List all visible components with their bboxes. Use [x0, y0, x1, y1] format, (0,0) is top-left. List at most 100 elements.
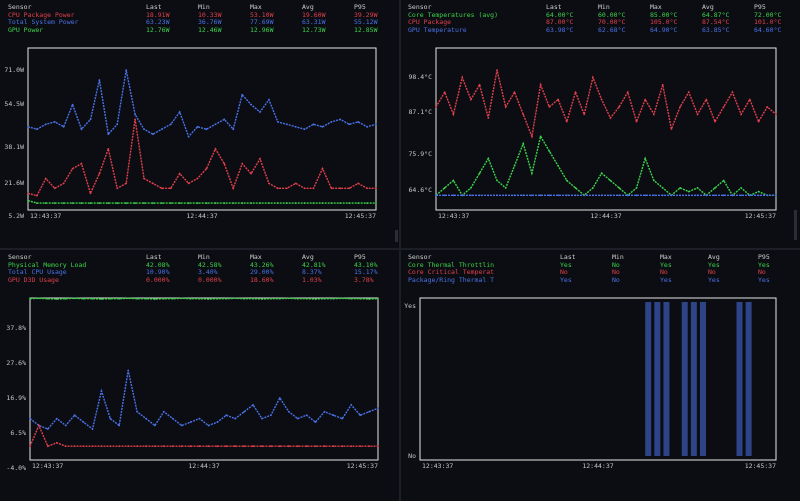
series-point: [100, 390, 103, 392]
sensor-value: No: [560, 268, 568, 277]
y-tick-label: 98.4°C: [409, 73, 433, 81]
x-tick-label: 12:43:37: [32, 462, 63, 470]
series-point: [705, 98, 708, 101]
series-point: [303, 202, 306, 205]
series-point: [574, 91, 577, 94]
series-point: [160, 128, 163, 131]
series-point: [341, 445, 344, 448]
series-point: [178, 111, 181, 113]
series-point: [722, 179, 725, 182]
sensor-row[interactable]: Core Critical Temperat No No No No No: [408, 269, 788, 277]
series-point: [600, 194, 603, 197]
series-point: [635, 187, 638, 189]
sensor-value: 3.40%: [198, 268, 218, 277]
plot-frame: [419, 297, 777, 461]
sensor-value: 60.00°C: [598, 10, 626, 19]
sensor-value: Yes: [758, 275, 770, 284]
series-point: [223, 118, 226, 121]
sensor-row[interactable]: GPU Power 12.76W 12.46W 12.96W 12.73W 12.85W: [8, 26, 388, 35]
series-point: [98, 172, 101, 175]
sensor-value: 64.60°C: [754, 25, 782, 34]
series-point: [687, 91, 690, 94]
column-header: Min: [198, 3, 210, 11]
series-point: [321, 202, 324, 205]
scrollbar-right[interactable]: [794, 210, 797, 240]
series-point: [118, 424, 121, 427]
sensor-row[interactable]: Total System Power 63.23W 36.76W 77.69W 63.3…: [8, 19, 388, 27]
series-point: [303, 187, 306, 190]
sensor-row[interactable]: Core Thermal Throttlin Yes No Yes Yes Yes: [408, 260, 788, 270]
throttle-sensor-table: Sensor Last Min Max Avg P95 Core Thermal Throt…: [408, 253, 788, 285]
series-point: [305, 445, 308, 448]
series-point: [714, 187, 716, 189]
series-point: [653, 113, 655, 116]
series-point: [187, 135, 190, 138]
sensor-value: 64.00°C: [546, 10, 574, 19]
series-point: [270, 445, 272, 448]
series-point: [757, 194, 760, 197]
series-line-red: [29, 423, 378, 448]
sensor-value: Yes: [708, 260, 720, 269]
series-point: [679, 194, 681, 197]
sensor-value: 36.76W: [198, 18, 222, 27]
column-header: Last: [146, 253, 162, 261]
sensor-row[interactable]: Core Temperatures (avg) 64.00°C 60.00°C 85.…: [408, 10, 788, 20]
series-point: [731, 194, 734, 197]
y-tick-label: 75.9°C: [409, 150, 433, 158]
series-point: [687, 194, 690, 197]
series-point: [189, 421, 192, 423]
series-point: [294, 125, 297, 128]
series-line-blue: [27, 70, 377, 138]
series-point: [73, 297, 76, 300]
x-tick-label: 12:43:37: [438, 212, 469, 220]
series-point: [55, 417, 58, 420]
sensor-value: 53.10W: [250, 10, 274, 19]
series-point: [341, 297, 344, 300]
column-header: Sensor: [8, 253, 32, 261]
series-point: [62, 182, 65, 185]
series-point: [232, 202, 235, 205]
series-point: [38, 424, 40, 427]
sensor-row[interactable]: CPU Package 87.00°C 70.00°C 105.0°C 87.54°C 1…: [408, 19, 788, 27]
y-tick-label: 71.0W: [4, 66, 24, 74]
series-point: [452, 113, 455, 116]
sensor-row[interactable]: Package/Ring Thermal T Yes No Yes Yes Yes: [408, 275, 788, 285]
series-point: [107, 148, 110, 150]
y-tick-label: 16.9%: [6, 394, 26, 402]
series-point: [377, 407, 379, 410]
series-point: [296, 297, 299, 300]
series-point: [127, 369, 130, 372]
series-point: [180, 445, 183, 448]
series-point: [125, 182, 128, 185]
series-point: [357, 182, 360, 185]
sensor-value: Yes: [560, 260, 572, 269]
series-point: [294, 202, 297, 205]
sensor-row[interactable]: Total CPU Usage 10.90% 3.40% 29.00% 8.37% 15.…: [8, 269, 388, 277]
series-point: [661, 187, 664, 189]
series-point: [565, 179, 568, 182]
series-point: [312, 202, 315, 205]
column-header: Sensor: [8, 3, 32, 11]
y-tick-label: 64.6°C: [409, 186, 433, 194]
series-point: [73, 445, 76, 448]
series-point: [225, 414, 228, 417]
sensor-row[interactable]: CPU Package Power 18.91W 10.33W 53.10W 19.60…: [8, 10, 388, 20]
series-point: [259, 157, 261, 160]
throttle-bar: [736, 302, 743, 456]
series-point: [89, 202, 92, 205]
sensor-row[interactable]: GPU D3D Usage 0.000% 0.000% 18.60% 1.03% 3.78…: [8, 276, 388, 285]
column-header: Avg: [702, 3, 714, 11]
sensor-name: GPU Temperature: [408, 25, 467, 34]
series-point: [522, 194, 525, 197]
series-point: [64, 424, 67, 427]
series-point: [278, 297, 281, 300]
sensor-row[interactable]: GPU Temperature 63.98°C 62.68°C 64.90°C 63.8…: [408, 25, 788, 35]
series-point: [270, 414, 272, 417]
scrollbar-left[interactable]: [395, 230, 398, 242]
sensor-row[interactable]: Physical Memory Load 42.08% 42.58% 43.26% 42…: [8, 261, 388, 270]
series-point: [330, 187, 333, 190]
sensor-value: 10.33W: [198, 10, 222, 19]
series-point: [366, 202, 368, 205]
series-point: [461, 76, 464, 79]
temperature-sensor-table: Sensor Last Min Max Avg P95 Core Temperatures …: [408, 3, 788, 35]
